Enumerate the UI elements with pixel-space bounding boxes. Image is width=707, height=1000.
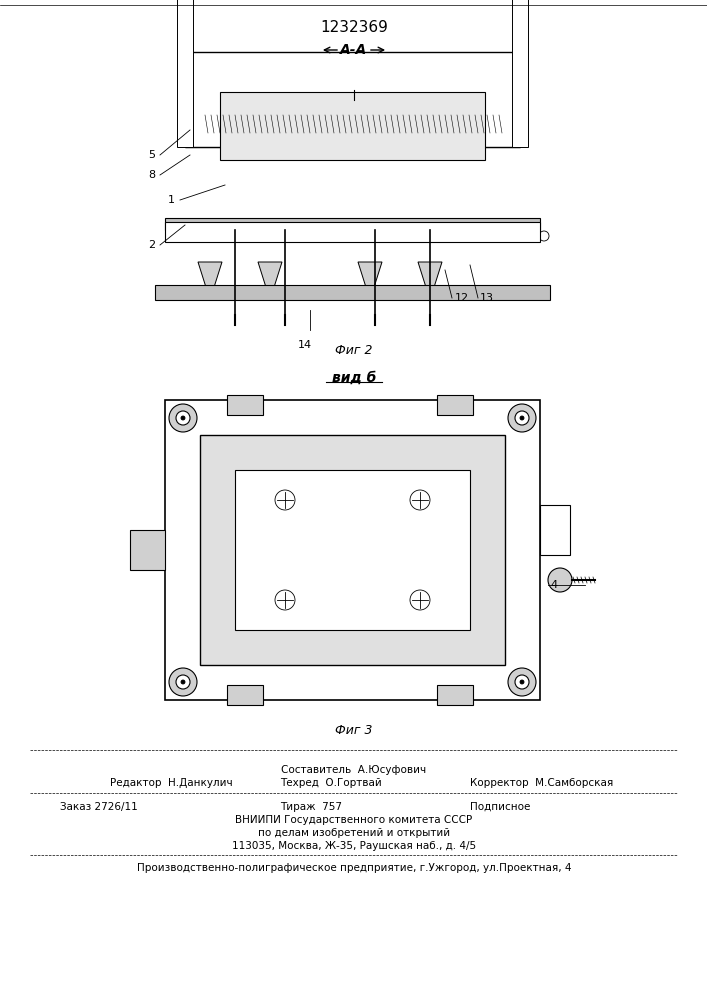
- Polygon shape: [358, 262, 382, 300]
- Circle shape: [455, 231, 465, 241]
- Circle shape: [515, 411, 529, 425]
- Text: 12: 12: [455, 293, 469, 303]
- Bar: [227, 685, 263, 705]
- Text: 1232369: 1232369: [320, 20, 388, 35]
- Bar: [200, 97, 510, 115]
- Circle shape: [351, 97, 357, 103]
- Bar: [437, 395, 473, 415]
- Circle shape: [181, 680, 185, 684]
- Circle shape: [231, 231, 241, 241]
- Text: по делам изобретений и открытий: по делам изобретений и открытий: [258, 828, 450, 838]
- Text: ВНИИПИ Государственного комитета СССР: ВНИИПИ Государственного комитета СССР: [235, 815, 472, 825]
- Text: Составитель  А.Юсуфович: Составитель А.Юсуфович: [281, 765, 426, 775]
- Text: 8: 8: [148, 170, 155, 180]
- Text: 113035, Москва, Ж-35, Раушская наб., д. 4/5: 113035, Москва, Ж-35, Раушская наб., д. …: [232, 841, 476, 851]
- Bar: [235, 470, 470, 630]
- Text: Редактор  Н.Данкулич: Редактор Н.Данкулич: [110, 778, 233, 788]
- Text: вид б: вид б: [332, 371, 376, 385]
- Bar: [185, 119, 520, 133]
- Circle shape: [410, 490, 430, 510]
- Circle shape: [181, 416, 185, 420]
- Bar: [165, 218, 540, 230]
- Text: Фиг 2: Фиг 2: [335, 344, 373, 357]
- Circle shape: [176, 675, 190, 689]
- Circle shape: [483, 231, 493, 241]
- Bar: [155, 285, 550, 300]
- Bar: [512, 0, 528, 147]
- Circle shape: [520, 416, 524, 420]
- Text: 1: 1: [168, 195, 175, 205]
- Circle shape: [515, 675, 529, 689]
- Circle shape: [203, 231, 213, 241]
- Circle shape: [427, 231, 437, 241]
- Circle shape: [287, 231, 297, 241]
- Text: Производственно-полиграфическое предприятие, г.Ужгород, ул.Проектная, 4: Производственно-полиграфическое предприя…: [136, 863, 571, 873]
- Bar: [130, 530, 165, 570]
- Circle shape: [520, 680, 524, 684]
- Bar: [540, 505, 570, 555]
- Circle shape: [511, 231, 521, 241]
- Bar: [227, 395, 263, 415]
- Text: Подписное: Подписное: [470, 802, 530, 812]
- Circle shape: [539, 231, 549, 241]
- Circle shape: [315, 231, 325, 241]
- Circle shape: [410, 590, 430, 610]
- Polygon shape: [198, 262, 222, 300]
- Circle shape: [548, 568, 572, 592]
- Polygon shape: [418, 262, 442, 300]
- Bar: [200, 435, 505, 665]
- Circle shape: [508, 668, 536, 696]
- Circle shape: [371, 231, 381, 241]
- Circle shape: [176, 411, 190, 425]
- Bar: [220, 92, 485, 160]
- Bar: [185, 52, 520, 147]
- Text: Корректор  М.Самборская: Корректор М.Самборская: [470, 778, 613, 788]
- Bar: [177, 0, 193, 147]
- Circle shape: [169, 668, 197, 696]
- Text: 4: 4: [550, 580, 557, 590]
- Text: Техред  О.Гортвай: Техред О.Гортвай: [280, 778, 382, 788]
- Circle shape: [259, 231, 269, 241]
- Circle shape: [275, 490, 295, 510]
- Text: 2: 2: [148, 240, 155, 250]
- Circle shape: [275, 590, 295, 610]
- Bar: [165, 400, 540, 700]
- Bar: [437, 685, 473, 705]
- Text: 13: 13: [480, 293, 494, 303]
- Circle shape: [508, 404, 536, 432]
- Circle shape: [399, 231, 409, 241]
- Circle shape: [346, 92, 362, 108]
- Text: 5: 5: [148, 150, 155, 160]
- Circle shape: [169, 404, 197, 432]
- Bar: [185, 137, 520, 147]
- Text: А-А: А-А: [340, 43, 368, 57]
- Bar: [165, 222, 540, 242]
- Text: Фиг 3: Фиг 3: [335, 724, 373, 736]
- Text: Тираж  757: Тираж 757: [280, 802, 342, 812]
- Text: 14: 14: [298, 340, 312, 350]
- Circle shape: [343, 231, 353, 241]
- Polygon shape: [258, 262, 282, 300]
- Text: Заказ 2726/11: Заказ 2726/11: [60, 802, 138, 812]
- Circle shape: [175, 231, 185, 241]
